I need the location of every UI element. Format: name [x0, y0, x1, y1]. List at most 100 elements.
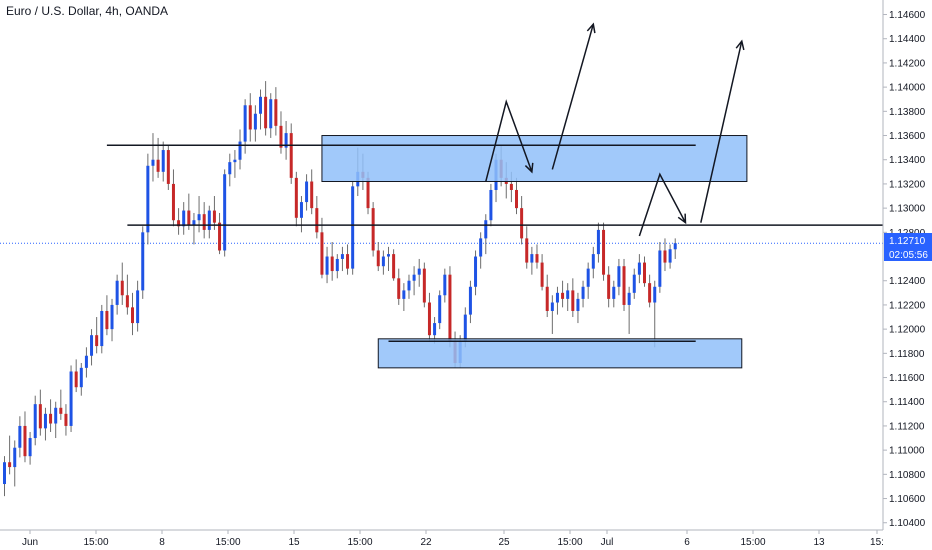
candle-body — [3, 462, 6, 485]
candle-body — [520, 208, 524, 239]
candle-body — [274, 99, 278, 126]
time-tick-label: 15:00 — [215, 537, 240, 548]
candle-body — [612, 286, 616, 299]
price-tick-label: 1.10800 — [889, 470, 926, 481]
zone-box[interactable] — [321, 135, 748, 183]
price-tick-label: 1.13000 — [889, 204, 926, 215]
candle-body — [294, 177, 298, 218]
price-tick-label: 1.12000 — [889, 325, 926, 336]
projection-arrow-path[interactable] — [551, 23, 595, 170]
candle-body — [28, 438, 32, 457]
candle-body — [8, 462, 12, 468]
candle-body — [131, 307, 134, 324]
time-tick-label: 15:00 — [83, 537, 108, 548]
candle-body — [269, 99, 273, 129]
price-tick-label: 1.11000 — [889, 446, 925, 457]
projection-arrow-path[interactable] — [700, 40, 743, 223]
candle-body — [351, 186, 355, 269]
candle-body — [315, 208, 319, 233]
candle-body — [49, 413, 53, 424]
candle-body — [151, 159, 155, 166]
price-tick-label: 1.10400 — [889, 518, 926, 529]
candle-body — [346, 254, 350, 269]
time-tick-label: 6 — [684, 537, 690, 548]
candle-body — [233, 159, 237, 163]
candle-body — [110, 304, 114, 330]
price-tick-label: 1.11800 — [889, 349, 925, 360]
candle-body — [617, 266, 621, 287]
candle-body — [13, 447, 17, 468]
candle-body — [602, 229, 606, 275]
candle-body — [561, 292, 565, 299]
time-axis[interactable]: Jun 15:00 8 15:00 15 15:00 22 25 15:00 Jul 6 15:00 1… — [22, 530, 884, 548]
candle-body — [463, 314, 467, 342]
candle-body — [387, 254, 390, 257]
countdown-label: 02:05:56 — [884, 247, 932, 261]
candle-body — [366, 177, 370, 209]
candle-body — [443, 274, 447, 296]
projection-arrow-path[interactable] — [485, 99, 533, 182]
price-axis-background — [883, 0, 932, 550]
candle-body — [141, 232, 145, 291]
candle-body — [474, 256, 478, 287]
candle-body — [84, 355, 88, 368]
price-tick-label: 1.13800 — [889, 107, 926, 118]
candle-body — [192, 220, 196, 226]
price-tick-label: 1.13200 — [889, 179, 926, 190]
arrowhead — [735, 39, 745, 51]
price-tick-label: 1.12400 — [889, 276, 926, 287]
candle-body — [23, 425, 27, 457]
candle-body — [489, 189, 493, 221]
drawings — [106, 22, 932, 369]
candle-body — [515, 189, 518, 209]
time-tick-label: Jul — [601, 537, 614, 548]
candle-body — [54, 407, 58, 424]
candle-body — [177, 220, 181, 227]
candle-body — [658, 250, 662, 287]
candle-body — [468, 286, 472, 315]
price-axis[interactable]: 1.14600 1.14400 1.14200 1.14000 1.13800 1.136… — [883, 10, 926, 529]
price-tick-label: 1.11400 — [889, 397, 925, 408]
projection-arrow-path[interactable] — [638, 172, 687, 237]
candle-body — [243, 105, 247, 142]
candle-body — [182, 210, 186, 227]
price-tick-label: 1.11200 — [889, 421, 925, 432]
candle-body — [668, 249, 672, 263]
candle-body — [412, 274, 416, 281]
candle-body — [74, 371, 78, 388]
candle-body — [540, 262, 544, 287]
last-price-text: 1.12710 — [889, 236, 926, 247]
time-tick-label: 15 — [288, 537, 300, 548]
candle-body — [448, 274, 452, 342]
candle-body — [653, 286, 657, 303]
arrowhead — [677, 213, 687, 225]
candle-body — [525, 238, 529, 263]
candle-body — [417, 268, 421, 275]
candle-body — [648, 283, 652, 303]
candle-body — [279, 125, 283, 148]
candle-body — [555, 292, 559, 303]
candle-body — [43, 413, 47, 429]
candle-body — [340, 254, 344, 259]
candle-body — [571, 290, 575, 311]
price-tick-label: 1.14000 — [889, 83, 926, 94]
candle-body — [197, 214, 201, 221]
candle-body — [212, 210, 216, 223]
candle-body — [305, 181, 309, 203]
candle-body — [120, 280, 124, 296]
candle-body — [289, 133, 293, 178]
zone-box[interactable] — [377, 338, 743, 369]
candle-body — [407, 280, 411, 291]
candle-body — [371, 208, 375, 251]
candle-body — [622, 266, 626, 305]
candle-body — [397, 278, 401, 299]
price-tick-label: 1.12200 — [889, 300, 926, 311]
candle-body — [95, 335, 99, 347]
candle-body — [530, 254, 534, 263]
time-tick-label: 25 — [498, 537, 510, 548]
candle-body — [581, 286, 585, 299]
candle-body — [69, 371, 73, 426]
candle-body — [335, 258, 339, 272]
candle-body — [223, 174, 227, 251]
